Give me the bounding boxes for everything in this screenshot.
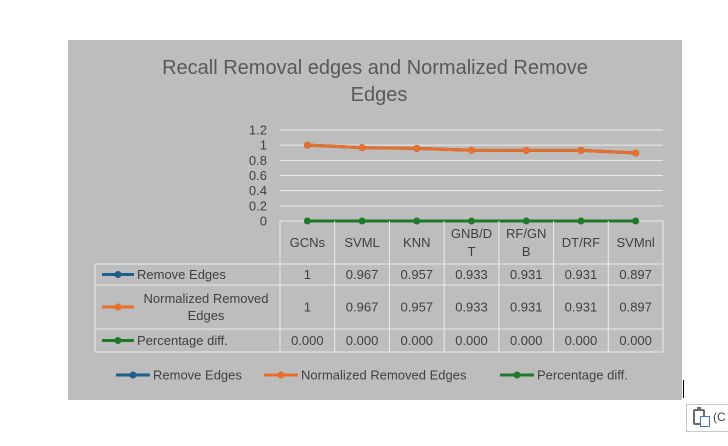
table-cell-value: 0.933 xyxy=(455,300,488,315)
table-cell-value: 0.000 xyxy=(346,333,379,348)
table-cell-value: 0.967 xyxy=(346,300,379,315)
category-label: SVML xyxy=(344,235,379,250)
table-cell-value: 0.000 xyxy=(401,333,434,348)
table-cell-value: 0.897 xyxy=(619,267,652,282)
data-point xyxy=(468,146,475,154)
category-label: GCNs xyxy=(290,235,326,250)
table-cell-value: 0.933 xyxy=(455,267,488,282)
text-cursor xyxy=(683,380,684,398)
y-tick-label: 0.6 xyxy=(249,168,267,183)
table-cell-value: 0.931 xyxy=(510,300,543,315)
y-tick-label: 0.2 xyxy=(249,198,267,213)
data-table: GCNs SVML KNN GNB/D T RF/GN B DT/RF SVMnl Remove … xyxy=(94,221,664,353)
row-label: Remove Edges xyxy=(137,267,226,282)
table-cell-value: 0.931 xyxy=(510,267,543,282)
table-cell-value: 0.957 xyxy=(401,300,434,315)
row-legend-marker xyxy=(114,337,122,344)
category-label: B xyxy=(522,244,531,259)
data-point xyxy=(577,146,585,154)
chart-title: Recall Removal edges and Normalized Remo… xyxy=(68,55,682,109)
data-point xyxy=(413,217,421,225)
table-cell-value: 0.000 xyxy=(291,333,324,348)
category-label: RF/GN xyxy=(506,226,546,241)
data-point xyxy=(632,217,640,225)
data-point xyxy=(522,217,530,225)
y-axis: 1.210.80.60.40.20 xyxy=(249,123,267,229)
series-points xyxy=(303,141,640,225)
y-tick-label: 0.4 xyxy=(249,183,267,198)
category-label: GNB/D xyxy=(451,226,492,241)
category-label: KNN xyxy=(403,235,430,250)
chart-title-line-1: Recall Removal edges and Normalized Remo… xyxy=(162,57,588,79)
table-cell-value: 0.897 xyxy=(619,300,652,315)
y-tick-label: 0 xyxy=(260,214,267,229)
legend-label: Percentage diff. xyxy=(537,368,628,383)
row-legend-marker xyxy=(114,271,122,278)
clipboard-icon xyxy=(693,407,710,427)
data-point xyxy=(632,149,640,157)
row-label: Percentage diff. xyxy=(137,333,228,348)
y-tick-label: 1.2 xyxy=(249,123,267,138)
category-label: T xyxy=(468,244,476,259)
data-point xyxy=(468,217,475,225)
category-label: DT/RF xyxy=(562,235,600,250)
data-point xyxy=(358,217,366,225)
grid-lines xyxy=(280,129,663,222)
row-label: Edges xyxy=(188,308,225,323)
row-label: Normalized Removed xyxy=(144,291,269,306)
table-cell-value: 0.931 xyxy=(565,267,598,282)
table-cell-value: 0.931 xyxy=(565,300,598,315)
table-cell-value: 0.957 xyxy=(401,267,434,282)
paste-options-button[interactable]: (C xyxy=(686,404,728,432)
data-point xyxy=(358,144,366,152)
legend-marker xyxy=(277,371,285,379)
legend-marker xyxy=(129,371,137,379)
legend-marker xyxy=(513,371,521,379)
legend: Remove Edges Normalized Removed Edges Perc… xyxy=(116,368,628,383)
table-cell-value: 1 xyxy=(304,300,311,315)
paste-options-label: (C xyxy=(713,410,726,424)
table-cell-value: 0.000 xyxy=(619,333,652,348)
data-point xyxy=(413,144,421,152)
category-label: SVMnl xyxy=(616,235,654,250)
table-cell-value: 0.967 xyxy=(346,267,379,282)
y-tick-label: 0.8 xyxy=(249,153,267,168)
series-lines xyxy=(305,143,638,223)
data-point xyxy=(303,141,311,149)
table-cell-value: 1 xyxy=(304,267,311,282)
table-cell-value: 0.000 xyxy=(510,333,543,348)
data-point xyxy=(522,146,530,154)
chart-title-line-2: Edges xyxy=(350,84,408,106)
legend-label: Normalized Removed Edges xyxy=(301,368,467,383)
table-cell-value: 0.000 xyxy=(455,333,488,348)
data-point xyxy=(577,217,585,225)
row-legend-marker xyxy=(114,303,122,311)
data-point xyxy=(303,217,311,225)
table-cell-value: 0.000 xyxy=(565,333,598,348)
legend-label: Remove Edges xyxy=(153,368,242,383)
y-tick-label: 1 xyxy=(260,138,267,153)
